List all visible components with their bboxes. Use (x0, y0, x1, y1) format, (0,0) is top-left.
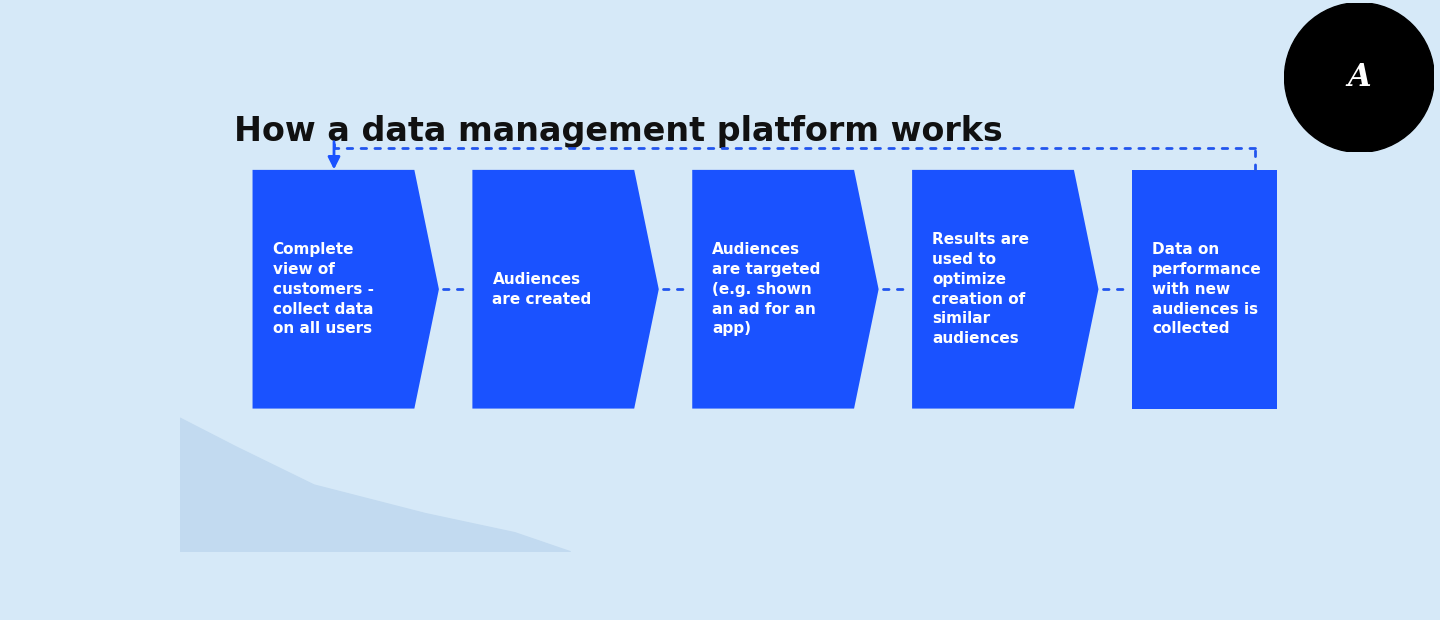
Text: Audiences
are created: Audiences are created (492, 272, 592, 307)
Text: Results are
used to
optimize
creation of
similar
audiences: Results are used to optimize creation of… (932, 232, 1030, 346)
Polygon shape (180, 418, 570, 552)
Polygon shape (1132, 170, 1277, 409)
Polygon shape (252, 170, 439, 409)
Text: A: A (1348, 62, 1371, 93)
Circle shape (1284, 2, 1434, 153)
Polygon shape (693, 170, 878, 409)
Polygon shape (912, 170, 1099, 409)
Text: How a data management platform works: How a data management platform works (233, 115, 1002, 148)
Text: Audiences
are targeted
(e.g. shown
an ad for an
app): Audiences are targeted (e.g. shown an ad… (713, 242, 821, 336)
Text: Data on
performance
with new
audiences is
collected: Data on performance with new audiences i… (1152, 242, 1261, 336)
Polygon shape (472, 170, 658, 409)
Text: Complete
view of
customers -
collect data
on all users: Complete view of customers - collect dat… (272, 242, 373, 336)
